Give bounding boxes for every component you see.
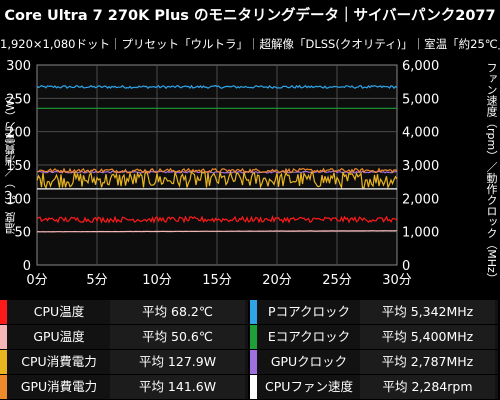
legend-value: 平均 68.2℃	[110, 300, 245, 324]
legend-swatch	[250, 350, 257, 374]
right-tick-label: 4,000	[402, 126, 439, 141]
legend-swatch	[0, 300, 7, 324]
right-tick-label: 5,000	[402, 92, 439, 107]
line-chart: 0 0 50 1,000 100 2,000 150 3,000 200 4,000 250 5,00…	[6, 59, 439, 288]
left-tick-label: 100	[6, 192, 31, 207]
x-tick-label: 20分	[262, 273, 292, 288]
legend-value: 平均 141.6W	[110, 375, 245, 399]
right-tick-label: 1,000	[402, 226, 439, 241]
legend-swatch	[250, 300, 257, 324]
x-tick-label: 15分	[202, 273, 232, 288]
series-line-4	[36, 84, 398, 90]
right-tick-label: 6,000	[402, 59, 439, 74]
series-line-3	[36, 167, 398, 174]
legend-item: Pコアクロック 平均 5,342MHz	[250, 300, 498, 324]
chart-subtitle: 1,920×1,080ドット｜プリセット「ウルトラ」｜超解像「DLSS(クオリテ…	[0, 37, 500, 51]
left-tick-label: 150	[6, 159, 31, 174]
left-tick-label: 250	[6, 92, 31, 107]
legend-swatch	[0, 350, 7, 374]
legend-item: CPUファン速度 平均 2,284rpm	[250, 375, 498, 399]
legend-value: 平均 2,787MHz	[360, 350, 495, 374]
left-tick-label: 200	[6, 126, 31, 141]
legend-swatch	[250, 375, 257, 399]
legend-label: GPU温度	[33, 329, 85, 344]
legend-item: Eコアクロック 平均 5,400MHz	[250, 325, 498, 349]
right-tick-label: 0	[402, 259, 410, 274]
legend-item: GPU消費電力 平均 141.6W	[0, 375, 248, 399]
legend-label: GPUクロック	[270, 354, 348, 369]
legend-item: GPUクロック 平均 2,787MHz	[250, 350, 498, 374]
left-tick-label: 50	[14, 226, 31, 241]
left-tick-label: 0	[23, 259, 31, 274]
series-line-1	[36, 230, 398, 233]
series-line-0	[36, 215, 398, 224]
legend-label: Eコアクロック	[267, 329, 351, 344]
legend-value: 平均 127.9W	[110, 350, 245, 374]
legend-label: Pコアクロック	[268, 304, 350, 319]
legend-item: CPU温度 平均 68.2℃	[0, 300, 248, 324]
x-tick-label: 10分	[142, 273, 172, 288]
right-axis-title: ファン速度（rpm）／動作クロック（MHz）	[485, 62, 498, 284]
legend-value: 平均 5,342MHz	[360, 300, 495, 324]
x-tick-label: 5分	[86, 273, 107, 288]
legend-label: CPU温度	[33, 304, 85, 319]
x-tick-label: 0分	[26, 273, 47, 288]
right-tick-label: 3,000	[402, 159, 439, 174]
left-tick-label: 300	[6, 59, 31, 74]
x-tick-label: 30分	[382, 273, 412, 288]
legend: CPU温度 平均 68.2℃ GPU温度 平均 50.6℃ CPU消費電力 平均 127.…	[0, 300, 500, 400]
legend-swatch	[250, 325, 257, 349]
legend-label: CPU消費電力	[21, 354, 97, 369]
legend-item: GPU温度 平均 50.6℃	[0, 325, 248, 349]
legend-swatch	[0, 325, 7, 349]
legend-swatch	[0, 375, 7, 399]
legend-label: CPUファン速度	[265, 379, 353, 394]
legend-value: 平均 2,284rpm	[360, 375, 495, 399]
legend-item: CPU消費電力 平均 127.9W	[0, 350, 248, 374]
legend-label: GPU消費電力	[20, 379, 98, 394]
left-axis-title: 温度（℃）／消費電力（W）	[4, 89, 17, 235]
chart-title: Core Ultra 7 270K Plus のモニタリングデータ｜サイバーパン…	[4, 8, 496, 24]
series-line-2	[36, 170, 398, 190]
x-tick-label: 25分	[322, 273, 352, 288]
legend-value: 平均 5,400MHz	[360, 325, 495, 349]
right-tick-label: 2,000	[402, 192, 439, 207]
legend-value: 平均 50.6℃	[110, 325, 245, 349]
